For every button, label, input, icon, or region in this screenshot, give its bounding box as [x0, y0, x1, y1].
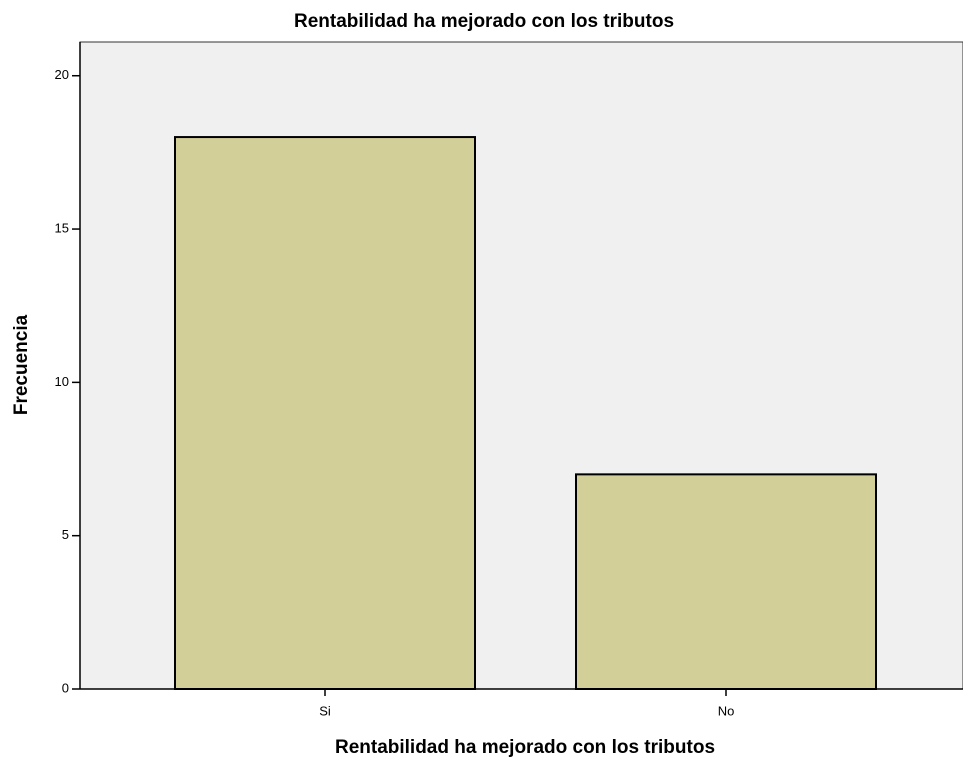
x-axis-label: Rentabilidad ha mejorado con los tributo…	[335, 737, 715, 758]
y-tick-label: 10	[55, 374, 69, 389]
y-tick-label: 15	[55, 220, 69, 235]
y-tick-label: 20	[55, 67, 69, 82]
chart-title: Rentabilidad ha mejorado con los tributo…	[294, 11, 674, 32]
x-tick-label: No	[718, 703, 735, 718]
y-axis-label: Frecuencia	[11, 314, 32, 415]
y-tick-label: 0	[62, 680, 69, 695]
bar	[174, 136, 476, 690]
x-tick-label: Si	[319, 703, 331, 718]
bar	[575, 473, 877, 690]
y-tick-label: 5	[62, 527, 69, 542]
